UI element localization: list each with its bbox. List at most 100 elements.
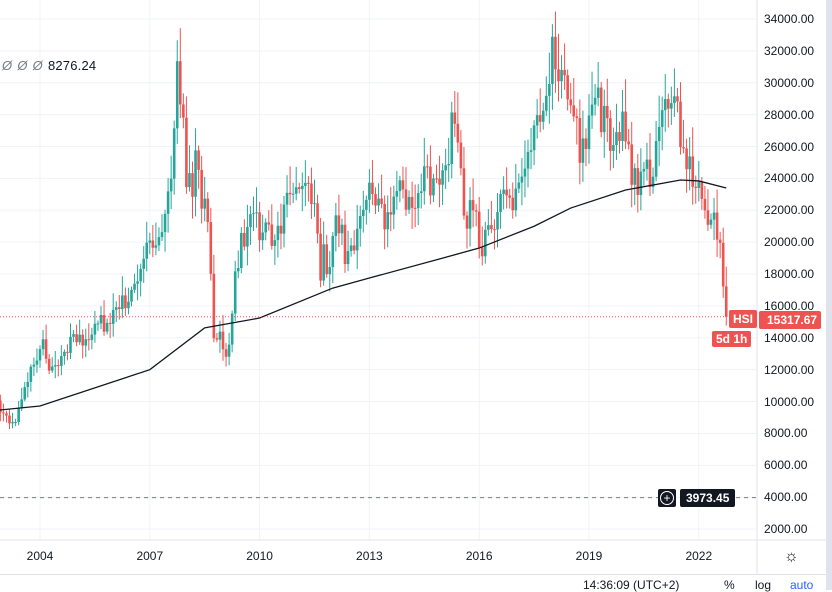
current-price: 15317.67 [759,311,821,329]
candle-body [20,399,23,409]
candle-body [130,289,133,302]
candle-body [697,181,701,188]
auto-toggle[interactable]: auto [790,578,814,592]
candle-body [609,118,612,151]
candle-body [136,281,139,284]
add-alert-button[interactable]: + [658,489,676,507]
time-tick-label: 2004 [26,549,54,563]
candle-body [383,204,386,230]
scrollbar[interactable] [826,0,832,590]
candle-body [23,387,27,400]
candle-body [243,233,246,247]
candle-body [709,219,713,225]
time-tick-label: 2016 [465,549,493,563]
candle-body [75,334,78,343]
candle-body [69,336,72,353]
candle-body [380,198,383,205]
price-tick-label: 16000.00 [764,298,815,313]
candle-body [459,142,463,169]
candle-body [96,323,100,325]
candle-body [724,286,728,317]
candle-body [35,360,39,365]
candle-body [227,344,231,357]
legend-high: Ø [17,58,28,73]
candle-body [621,111,624,142]
candle-body [624,111,627,142]
candle-body [0,400,2,413]
candle-body [453,112,457,124]
candle-body [267,222,271,225]
candle-body [590,104,594,116]
price-tick-label: 20000.00 [764,235,815,250]
candle-body [212,273,216,339]
candle-body [654,141,658,177]
bottom-toolbar: 14:36:09 (UTC+2) % log auto [0,574,826,592]
candle-body [712,212,716,220]
candle-body [572,105,576,117]
candle-body [706,210,710,225]
candle-body [423,166,426,192]
candle-body [541,110,545,122]
candle-body [313,203,316,205]
candle-body [362,209,365,217]
candle-body [166,191,170,214]
candle-body [584,138,588,149]
time-tick-label: 2010 [246,549,273,563]
candle-body [606,106,609,119]
candle-body [578,118,582,163]
candle-body [511,197,515,211]
price-chart[interactable] [0,0,826,574]
settings-gear-icon[interactable]: ☼ [784,548,799,565]
percent-toggle[interactable]: % [724,578,735,592]
candle-body [718,239,722,243]
candle-body [41,339,45,350]
candle-body [630,144,633,185]
price-tick-label: 32000.00 [764,43,815,58]
candle-body [301,185,304,189]
candle-body [349,245,353,252]
candle-body [157,237,161,246]
candle-body [294,187,298,194]
price-tick-label: 26000.00 [764,139,815,154]
candle-body [612,145,615,151]
price-tick-label: 10000.00 [764,394,815,409]
candle-body [72,334,75,337]
candle-body [8,415,11,424]
candle-body [645,159,649,169]
candle-body [2,412,5,414]
candle-body [401,180,405,190]
candle-body [139,268,142,282]
candle-body [87,339,91,341]
candle-body [233,271,237,314]
candle-body [636,168,640,195]
candle-body [477,211,481,248]
candle-body [480,247,484,257]
candle-body [60,356,63,366]
symbol-label: HSI [729,310,758,328]
candle-body [487,225,490,230]
candle-body [261,232,264,241]
candle-body [569,99,572,106]
candle-body [252,213,255,215]
candle-body [224,349,228,357]
candle-body [230,313,234,345]
candle-body [602,106,606,133]
candle-body [11,422,14,424]
candle-body [358,216,362,229]
log-toggle[interactable]: log [755,578,772,592]
candle-body [484,229,487,257]
candle-body [581,138,585,163]
candle-body [93,323,97,335]
price-tick-label: 12000.00 [764,362,815,377]
candle-body [560,69,563,82]
candle-body [328,267,332,275]
moving-average-line [0,179,727,411]
candle-body [505,189,508,196]
candle-body [236,268,240,272]
candle-body [218,331,222,340]
candle-body [575,116,579,119]
candle-body [499,193,502,213]
candle-body [57,365,60,367]
candle-body [520,176,524,183]
candle-body [255,212,258,214]
